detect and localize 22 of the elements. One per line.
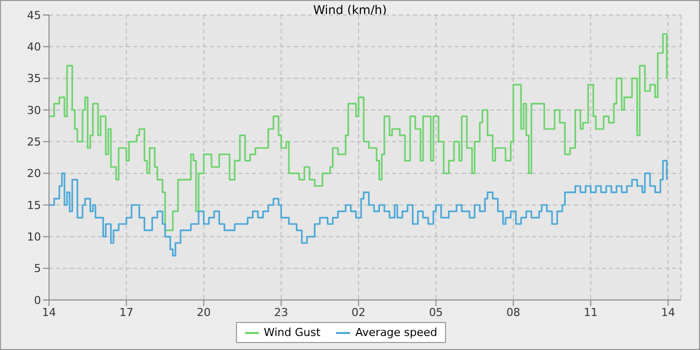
y-tick-label: 35: [27, 72, 41, 86]
y-tick-label: 20: [27, 167, 41, 180]
y-tick-label: 40: [27, 40, 41, 54]
x-tick-label: 02: [352, 306, 366, 319]
x-tick-label: 14: [661, 306, 676, 319]
y-tick-label: 45: [27, 8, 41, 22]
legend-label: Average speed: [354, 326, 438, 339]
x-tick-label: 08: [506, 306, 520, 319]
y-tick-label: 15: [27, 198, 41, 212]
x-tick-label: 05: [428, 306, 443, 319]
y-tick-label: 0: [34, 294, 41, 307]
x-tick-label: 11: [584, 306, 598, 319]
y-tick-label: 10: [27, 230, 41, 244]
x-tick-label: 23: [274, 306, 288, 319]
x-tick-label: 14: [42, 306, 56, 319]
chart-title: Wind (km/h): [313, 3, 387, 17]
y-tick-label: 25: [27, 136, 41, 149]
y-tick-label: 5: [34, 262, 41, 276]
y-tick-label: 30: [27, 104, 41, 117]
x-tick-label: 20: [196, 306, 211, 319]
legend-label: Wind Gust: [262, 326, 320, 339]
x-tick-label: 17: [119, 306, 134, 319]
